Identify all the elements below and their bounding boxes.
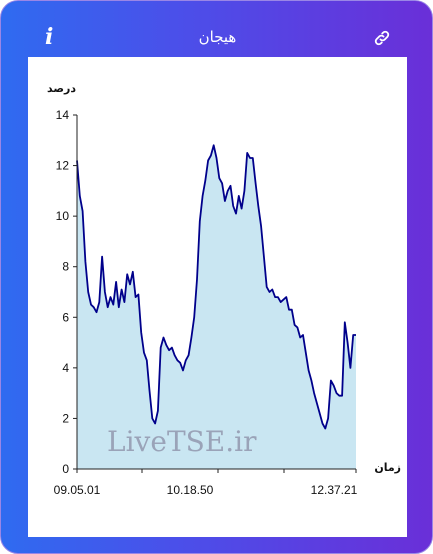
area-fill — [77, 145, 356, 470]
x-tick-label: 10.18.50 — [167, 483, 214, 497]
y-tick-label: 2 — [62, 411, 69, 425]
sentiment-chart: LiveTSE.ir 0 2 4 6 8 10 12 14 09.05.01 10.18.50 12… — [47, 82, 401, 497]
watermark-text: LiveTSE.ir — [107, 425, 257, 458]
y-tick-label: 0 — [62, 462, 69, 476]
y-tick-label: 14 — [56, 108, 70, 122]
y-tick-label: 8 — [62, 260, 69, 274]
y-axis-label: درصد — [47, 82, 76, 95]
info-icon[interactable]: i — [45, 24, 54, 50]
x-axis-label: زمان — [374, 461, 401, 474]
chart-panel: LiveTSE.ir 0 2 4 6 8 10 12 14 09.05.01 10.18.50 12… — [28, 57, 407, 537]
link-icon[interactable] — [373, 29, 391, 47]
y-tick-label: 4 — [62, 361, 69, 375]
x-tick-label: 09.05.01 — [54, 483, 101, 497]
y-tick-label: 10 — [56, 209, 70, 223]
series-line — [76, 144, 356, 430]
x-tick-label: 12.37.21 — [311, 483, 358, 497]
page-title: هیجان — [198, 28, 237, 46]
header-bar: i هیجان — [1, 1, 433, 57]
y-tick-label: 6 — [62, 310, 69, 324]
y-tick-label: 12 — [56, 159, 70, 173]
